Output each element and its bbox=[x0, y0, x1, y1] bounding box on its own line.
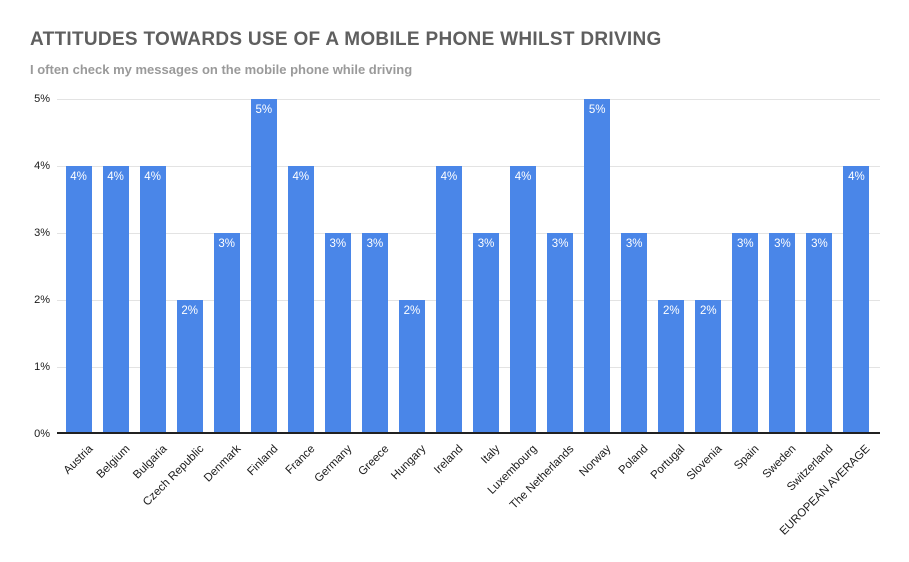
bar-value-label: 2% bbox=[403, 305, 421, 317]
bar-germany: 3% bbox=[324, 233, 351, 434]
bar-value-label: 2% bbox=[181, 305, 198, 317]
y-tick-label: 0% bbox=[34, 428, 50, 440]
gridline-2% bbox=[57, 300, 880, 301]
bar-czech-republic: 2% bbox=[176, 300, 203, 434]
bar-series: 4% 4% 4% 2% 3% 5% 4% 3% 3% 2% 4% 3% 4% 3% 5% 3% 2% 2% 3% 3%… bbox=[60, 99, 875, 434]
bar-value-label: 3% bbox=[329, 238, 347, 250]
y-tick-label: 5% bbox=[34, 93, 50, 105]
bar-european-average: 4% bbox=[843, 166, 870, 434]
bar-finland: 5% bbox=[250, 99, 277, 434]
plot-area: 4% 4% 4% 2% 3% 5% 4% 3% 3% 2% 4% 3% 4% 3% 5% 3% 2% 2% 3% 3%… bbox=[57, 99, 880, 434]
bar-value-label: 4% bbox=[107, 171, 124, 183]
bar-the-netherlands: 3% bbox=[547, 233, 574, 434]
bar-value-label: 4% bbox=[292, 171, 310, 183]
bar-belgium: 4% bbox=[102, 166, 129, 434]
bar-spain: 3% bbox=[732, 233, 759, 434]
bar-value-label: 4% bbox=[848, 171, 865, 183]
bar-greece: 3% bbox=[361, 233, 388, 434]
bar-bulgaria: 4% bbox=[139, 166, 166, 434]
bar-hungary: 2% bbox=[398, 300, 425, 434]
bar-luxembourg: 4% bbox=[510, 166, 537, 434]
chart-subtitle: I often check my messages on the mobile … bbox=[30, 62, 413, 77]
bar-slovenia: 2% bbox=[695, 300, 722, 434]
bar-value-label: 4% bbox=[440, 171, 458, 183]
bar-switzerland: 3% bbox=[806, 233, 833, 434]
bar-value-label: 3% bbox=[366, 238, 384, 250]
bar-value-label: 2% bbox=[662, 305, 680, 317]
bar-austria: 4% bbox=[65, 166, 92, 434]
bar-sweden: 3% bbox=[769, 233, 796, 434]
bar-denmark: 3% bbox=[213, 233, 240, 434]
gridline-5% bbox=[57, 99, 880, 100]
bar-value-label: 4% bbox=[514, 171, 532, 183]
gridline-1% bbox=[57, 367, 880, 368]
chart-title: ATTITUDES TOWARDS USE OF A MOBILE PHONE … bbox=[30, 29, 662, 50]
bar-france: 4% bbox=[287, 166, 314, 434]
bar-value-label: 2% bbox=[699, 305, 717, 317]
y-tick-label: 1% bbox=[34, 361, 50, 373]
bar-value-label: 3% bbox=[625, 238, 643, 250]
x-axis-line bbox=[57, 432, 880, 434]
bar-ireland: 4% bbox=[435, 166, 462, 434]
bar-value-label: 4% bbox=[70, 171, 87, 183]
gridline-4% bbox=[57, 166, 880, 167]
bar-portugal: 2% bbox=[658, 300, 685, 434]
bar-value-label: 3% bbox=[774, 238, 791, 250]
bar-italy: 3% bbox=[473, 233, 500, 434]
bar-value-label: 4% bbox=[144, 171, 161, 183]
y-tick-label: 4% bbox=[34, 160, 50, 172]
gridline-3% bbox=[57, 233, 880, 234]
bar-norway: 5% bbox=[584, 99, 611, 434]
bar-value-label: 3% bbox=[737, 238, 754, 250]
bar-value-label: 3% bbox=[551, 238, 569, 250]
bar-value-label: 3% bbox=[811, 238, 828, 250]
bar-value-label: 3% bbox=[477, 238, 495, 250]
y-tick-label: 3% bbox=[34, 227, 50, 239]
y-tick-label: 2% bbox=[34, 294, 50, 306]
bar-value-label: 5% bbox=[255, 104, 273, 116]
bar-value-label: 3% bbox=[218, 238, 236, 250]
bar-value-label: 5% bbox=[588, 104, 606, 116]
bar-poland: 3% bbox=[621, 233, 648, 434]
